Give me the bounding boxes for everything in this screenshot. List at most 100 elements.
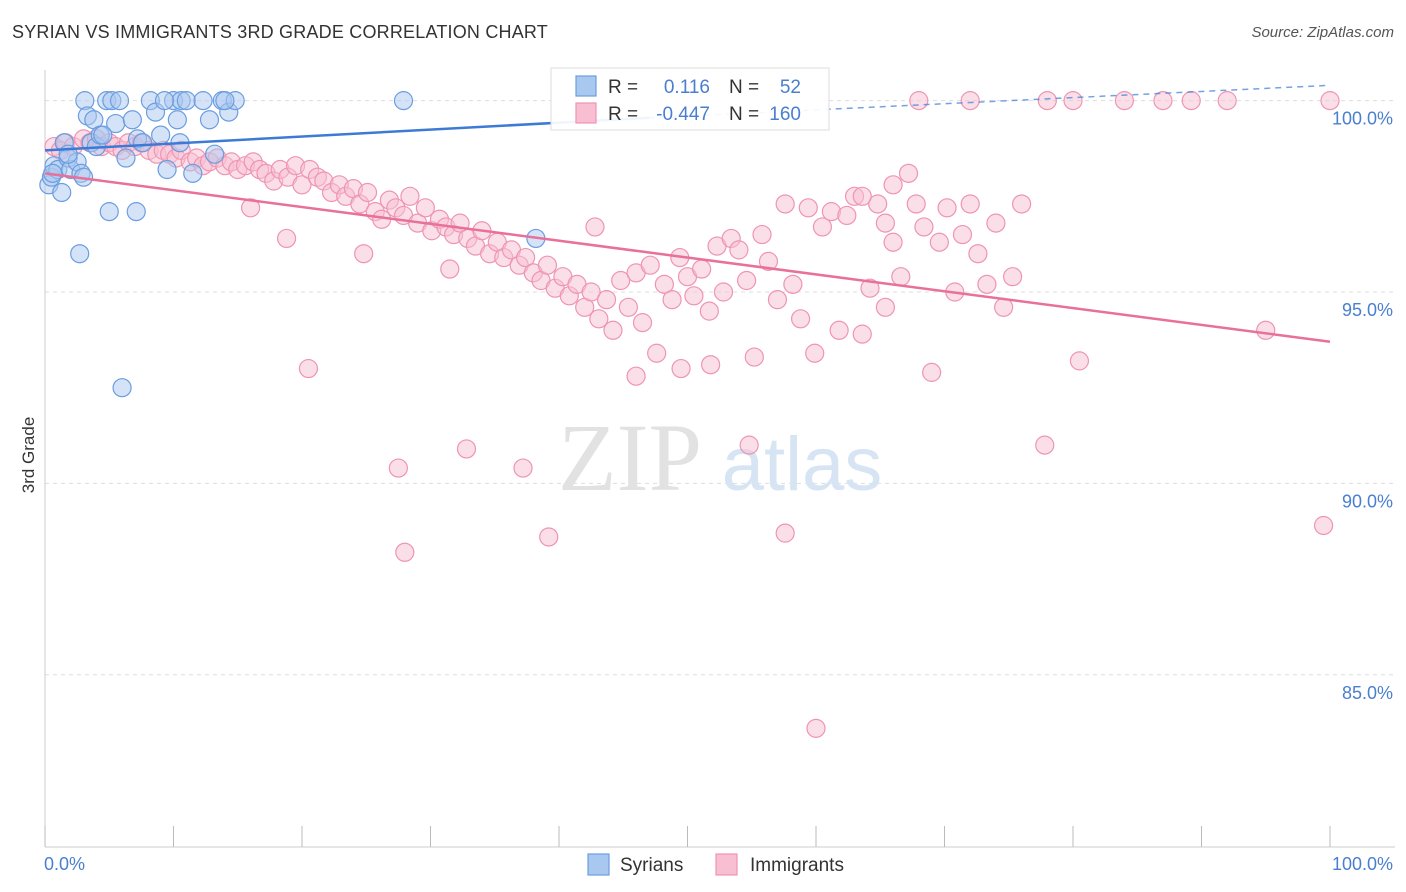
immigrant-point: [986, 213, 1006, 233]
syrian-point: [151, 125, 171, 145]
immigrant-point: [671, 358, 691, 379]
immigrant-point: [1217, 91, 1237, 111]
immigrant-point: [1063, 91, 1083, 111]
axes-layer: [44, 70, 1395, 848]
immigrants-swatch: [575, 102, 597, 124]
r-label: R =: [608, 104, 638, 125]
immigrant-point: [752, 224, 772, 245]
immigrant-point: [1114, 91, 1135, 111]
immigrant-point: [1011, 194, 1032, 214]
immigrant-point: [952, 224, 973, 245]
immigrant-point: [589, 309, 609, 329]
syrian-point: [154, 91, 175, 111]
syrian-point: [183, 163, 203, 183]
syrians-swatch: [575, 75, 597, 97]
immigrant-point: [875, 213, 895, 233]
syrian-point: [133, 133, 153, 153]
immigrant-point: [968, 244, 988, 264]
syrian-point: [116, 148, 136, 168]
immigrant-point: [400, 186, 420, 206]
n-label: N =: [729, 77, 759, 98]
immigrant-point: [537, 255, 558, 275]
series-legend: Syrians Immigrants: [0, 850, 1406, 880]
syrian-point: [112, 378, 132, 398]
immigrant-point: [1003, 267, 1023, 287]
immigrant-point: [837, 205, 857, 226]
syrian-point: [193, 91, 213, 111]
immigrants-trend-line: [44, 172, 1331, 343]
syrian-point: [215, 91, 235, 111]
points-layer: [39, 91, 1340, 738]
immigrant-point: [1320, 91, 1340, 111]
immigrant-point: [647, 343, 667, 363]
legend-immigrants-swatch: [715, 853, 738, 876]
immigrant-point: [1153, 91, 1173, 111]
immigrant-point: [729, 240, 749, 260]
immigrant-point: [977, 274, 997, 294]
immigrant-point: [775, 194, 795, 214]
immigrant-point: [388, 458, 408, 478]
immigrant-point: [626, 366, 646, 386]
watermark-zip: ZIP: [558, 404, 702, 511]
immigrant-point: [585, 217, 605, 237]
immigrant-point: [929, 232, 949, 252]
legend-syrians-label: Syrians: [620, 855, 683, 876]
legend-immigrants-label: Immigrants: [750, 855, 844, 876]
syrian-point: [99, 202, 119, 222]
syrian-point: [52, 182, 72, 203]
immigrant-point: [1313, 515, 1334, 536]
syrian-point: [122, 110, 142, 130]
immigrant-point: [812, 217, 833, 237]
immigrant-point: [354, 244, 374, 264]
immigrant-point: [829, 320, 849, 340]
immigrant-point: [914, 217, 934, 237]
immigrant-point: [292, 175, 312, 195]
syrian-point: [126, 202, 146, 222]
n-value: 52: [780, 77, 801, 98]
immigrant-point: [937, 198, 957, 218]
syrians-trend-line: [44, 116, 650, 152]
stats-legend: R = 0.116 N = 52 R = -0.447 N = 160: [550, 67, 830, 131]
immigrant-point: [662, 290, 682, 310]
immigrant-point: [883, 232, 903, 252]
immigrant-point: [783, 274, 803, 294]
y-tick-label: 100.0%: [1332, 109, 1393, 129]
immigrant-point: [775, 523, 795, 543]
immigrant-point: [790, 309, 811, 329]
immigrant-point: [960, 91, 980, 111]
r-value: 0.116: [664, 77, 710, 98]
immigrant-point: [906, 194, 926, 214]
legend-syrians-swatch: [587, 853, 610, 876]
grid-layer: [45, 100, 1395, 676]
immigrant-point: [684, 286, 704, 306]
immigrant-point: [1069, 351, 1090, 371]
immigrant-point: [701, 355, 721, 375]
immigrant-point: [758, 251, 779, 271]
r-label: R =: [608, 77, 638, 98]
n-label: N =: [729, 104, 759, 125]
immigrant-point: [868, 194, 888, 214]
tick-label-layer: 100.0% 95.0% 90.0% 85.0% 0.0% 100.0%: [44, 109, 1393, 874]
immigrant-point: [276, 228, 297, 249]
syrian-point: [157, 159, 177, 180]
source-label: Source: ZipAtlas.com: [1251, 24, 1394, 41]
immigrant-point: [852, 324, 872, 344]
immigrant-point: [922, 362, 942, 382]
syrian-point: [199, 110, 220, 130]
immigrant-point: [692, 259, 712, 279]
immigrant-point: [875, 297, 895, 317]
immigrant-point: [713, 282, 734, 302]
immigrant-point: [805, 343, 825, 363]
immigrant-point: [603, 320, 623, 340]
watermark: ZIP atlas: [558, 404, 882, 511]
immigrant-point: [640, 255, 660, 275]
immigrant-point: [654, 274, 674, 294]
stats-legend-box: [550, 67, 830, 131]
immigrant-point: [1181, 91, 1201, 111]
y-tick-label: 85.0%: [1342, 683, 1393, 703]
immigrant-point: [632, 313, 653, 333]
immigrant-point: [699, 301, 719, 321]
immigrant-point: [744, 347, 764, 367]
immigrant-point: [539, 527, 559, 547]
immigrant-point: [515, 247, 536, 268]
